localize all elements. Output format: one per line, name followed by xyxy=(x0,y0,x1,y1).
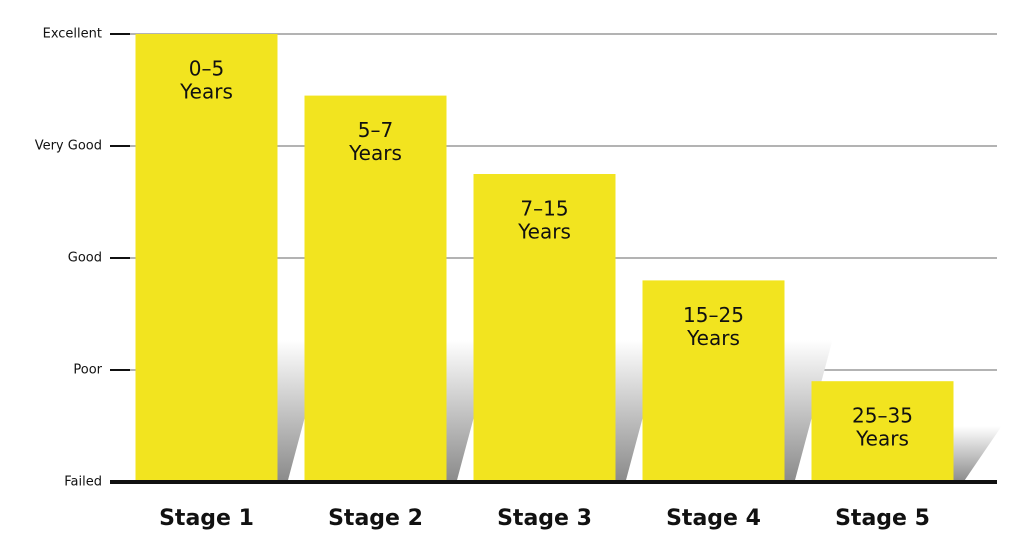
y-tick-label: Good xyxy=(68,251,102,266)
y-tick-label: Poor xyxy=(73,363,102,378)
x-tick-label: Stage 2 xyxy=(328,506,423,531)
y-tick-label: Failed xyxy=(64,475,102,490)
bar-label: 0–5 xyxy=(189,57,224,81)
bar-label: 7–15 xyxy=(520,197,568,221)
y-tick-label: Excellent xyxy=(43,27,102,42)
bar-shadow xyxy=(953,426,1002,482)
bar-label: Years xyxy=(686,326,740,350)
x-tick-label: Stage 5 xyxy=(835,506,930,531)
bar xyxy=(304,95,447,482)
bar-label: 5–7 xyxy=(358,118,393,142)
x-tick-label: Stage 3 xyxy=(497,506,592,531)
bar-label: 15–25 xyxy=(683,303,744,327)
x-tick-label: Stage 4 xyxy=(666,506,761,531)
x-tick-label: Stage 1 xyxy=(159,506,254,531)
bar xyxy=(642,280,785,482)
y-tick-label: Very Good xyxy=(35,139,102,154)
bar-label: Years xyxy=(517,220,571,244)
bar xyxy=(473,174,616,482)
bar-shadow xyxy=(784,340,833,482)
bar-label: Years xyxy=(348,141,402,165)
bar-label: 25–35 xyxy=(852,404,913,428)
bar-label: Years xyxy=(179,80,233,104)
bar xyxy=(811,381,954,482)
bar xyxy=(135,34,278,482)
bar-label: Years xyxy=(855,427,909,451)
